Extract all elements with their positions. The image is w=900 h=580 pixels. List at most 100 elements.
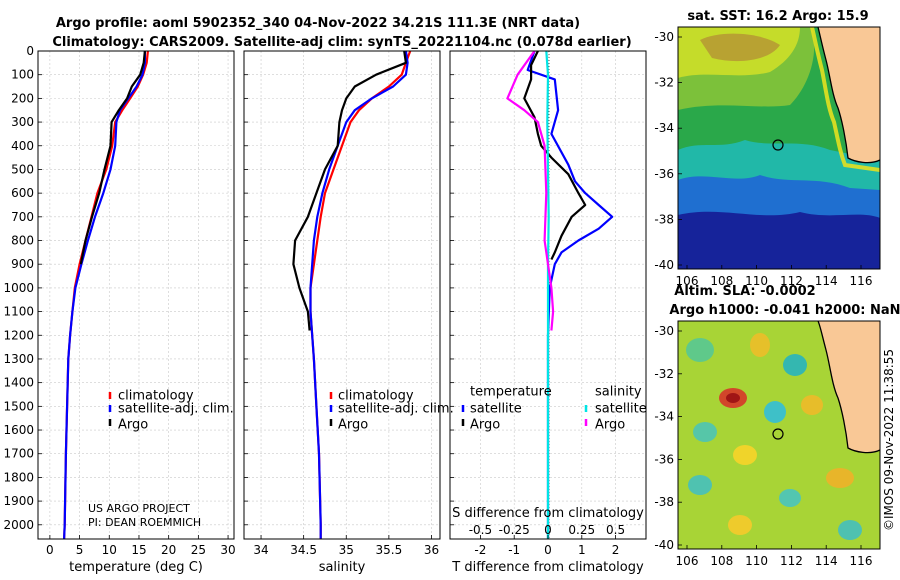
series-satellite-adj-clim- <box>63 51 146 540</box>
sla-land <box>818 321 880 453</box>
sst-land <box>818 27 880 163</box>
map-x-tick-label: 106 <box>676 554 699 568</box>
salinity-diff-tick-label: 0.25 <box>568 523 595 537</box>
x-tick-label: 15 <box>131 543 146 557</box>
map-x-tick-label: 112 <box>780 554 803 568</box>
series-argo <box>292 50 407 331</box>
legend-t-satellite-label: satellite <box>470 402 522 417</box>
sst-map-frame <box>677 26 881 270</box>
sla-high-anomaly <box>750 333 770 357</box>
sst-float-marker <box>772 139 784 151</box>
y-tick-label: 1100 <box>3 305 34 319</box>
map-x-tick-label: 116 <box>850 554 873 568</box>
map-y-tick-label: -38 <box>654 495 674 509</box>
map-x-tick-label: 108 <box>710 274 733 288</box>
x-tick-label: 20 <box>161 543 176 557</box>
x-tick-label: 0 <box>46 543 54 557</box>
sla-low-anomaly <box>688 475 712 495</box>
sla-float-marker <box>772 428 784 440</box>
y-tick-label: 1900 <box>3 494 34 508</box>
series-argo <box>79 50 146 265</box>
y-tick-label: 1000 <box>3 281 34 295</box>
y-tick-label: 500 <box>11 162 34 176</box>
temperature-axes <box>37 50 235 540</box>
map-x-tick-label: 106 <box>676 274 699 288</box>
legend-salinity-title: salinity <box>595 385 642 400</box>
series-temperature-satellite <box>526 50 614 539</box>
series-salinity-argo <box>506 50 555 331</box>
y-tick-label: 1800 <box>3 470 34 484</box>
sst-coastal-warm-strip <box>810 27 880 172</box>
sal-legend-climatology-label: climatology <box>338 389 414 404</box>
sla-map-subtitle: Argo h1000: -0.041 h2000: NaN <box>669 303 900 318</box>
salinity-diff-tick-label: -0.5 <box>469 523 492 537</box>
y-tick-label: 0 <box>26 44 34 58</box>
map-y-tick-label: -30 <box>654 30 674 44</box>
salinity-panel: 34 34.5 35 35.5 36 salinity climatology sate… <box>243 50 454 575</box>
salinity-legend: climatology satellite-adj. clim. Argo <box>329 389 454 433</box>
y-tick-label: 800 <box>11 234 34 248</box>
sst-map-ticks: 106 108 110 112 114 116 -30 -32 -34 -36 -38 -40 <box>654 30 872 288</box>
sla-low-anomaly <box>686 338 714 362</box>
map-x-tick-label: 110 <box>745 274 768 288</box>
sal-legend-satellite-label: satellite-adj. clim. <box>338 402 454 417</box>
x-tick-label: 34.5 <box>290 543 317 557</box>
legend-s-satellite-label: satellite <box>595 402 647 417</box>
sla-map: Altim. SLA: -0.0002 Argo h1000: -0.041 h… <box>654 284 900 568</box>
sla-low-anomaly <box>783 354 807 376</box>
map-y-tick-label: -40 <box>654 258 674 272</box>
map-x-tick-label: 116 <box>850 274 873 288</box>
salinity-xlabel: salinity <box>319 560 366 575</box>
legend-argo-label: Argo <box>118 418 148 433</box>
temperature-ticks: 0100200300400500600700800900100011001200… <box>3 44 235 557</box>
map-y-tick-label: -38 <box>654 212 674 226</box>
salinity-diff-tick-label: -0.25 <box>499 523 530 537</box>
salinity-ticks: 34 34.5 35 35.5 36 <box>244 50 439 557</box>
temperature-traces <box>63 50 149 540</box>
legend-t-argo-label: Argo <box>470 418 500 433</box>
sla-high-anomaly-core <box>726 393 740 403</box>
sla-map-title: Altim. SLA: -0.0002 <box>674 284 815 299</box>
difference-legend: temperature salinity satellite Argo sate… <box>461 385 647 433</box>
sla-low-anomaly <box>779 489 801 507</box>
map-y-tick-label: -34 <box>654 410 674 424</box>
temperature-grid <box>38 50 234 539</box>
map-x-tick-label: 108 <box>710 554 733 568</box>
figure-title-line2: Climatology: CARS2009. Satellite-adj cli… <box>52 35 631 50</box>
sst-coldest-band <box>678 211 880 269</box>
difference-panel: -2 -1 0 1 2 S difference from climatology -0… <box>449 50 647 575</box>
salinity-traces <box>292 50 412 539</box>
credit-stamp: ©IMOS 09-Nov-2022 11:38:55 <box>882 349 896 531</box>
y-tick-label: 400 <box>11 139 34 153</box>
difference-traces <box>506 50 614 539</box>
x-tick-label: 36 <box>424 543 439 557</box>
series-temperature-argo <box>523 50 587 260</box>
difference-top-xlabel: S difference from climatology <box>452 506 644 521</box>
series-climatology <box>63 50 149 540</box>
sla-high-anomaly <box>728 515 752 535</box>
sla-map-ticks: 106 108 110 112 114 116 -30 -32 -34 -36 -38 -40 <box>654 324 872 568</box>
series-salinity-satellite <box>545 50 550 539</box>
salinity-diff-ticks: -0.5 -0.25 0 0.25 0.5 <box>469 523 625 537</box>
sst-map-title: sat. SST: 16.2 Argo: 15.9 <box>687 9 868 24</box>
legend-satellite-label: satellite-adj. clim. <box>118 402 234 417</box>
y-tick-label: 200 <box>11 91 34 105</box>
series-climatology <box>309 50 412 539</box>
x-tick-label: 0 <box>544 543 552 557</box>
y-tick-label: 900 <box>11 257 34 271</box>
x-tick-label: -1 <box>508 543 520 557</box>
legend-temperature-title: temperature <box>470 385 552 400</box>
temperature-xlabel: temperature (deg C) <box>69 560 203 575</box>
map-y-tick-label: -32 <box>654 76 674 90</box>
y-tick-label: 700 <box>11 210 34 224</box>
sla-high-anomaly <box>733 445 757 465</box>
temperature-legend: climatology satellite-adj. clim. Argo <box>108 389 234 433</box>
sla-low-anomaly <box>693 422 717 442</box>
x-tick-label: 34 <box>253 543 268 557</box>
x-tick-label: 35 <box>339 543 354 557</box>
y-tick-label: 600 <box>11 186 34 200</box>
figure-title-line1: Argo profile: aoml 5902352_340 04-Nov-20… <box>56 16 580 31</box>
sla-blobs <box>686 333 862 540</box>
series-satellite-adj-clim- <box>309 50 409 539</box>
